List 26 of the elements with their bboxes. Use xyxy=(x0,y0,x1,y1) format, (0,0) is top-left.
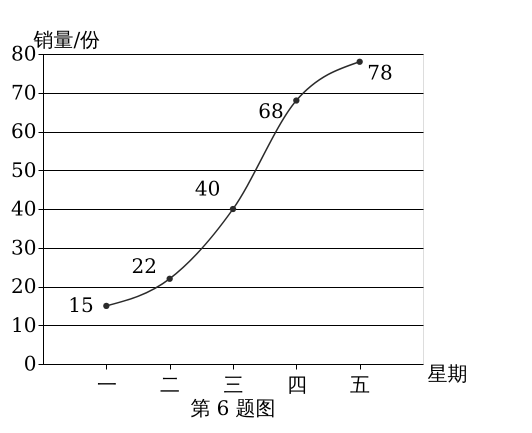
data-label: 78 xyxy=(367,60,393,84)
y-tick-label: 50 xyxy=(11,158,36,182)
data-label: 68 xyxy=(258,99,284,124)
y-tick-label: 80 xyxy=(11,42,36,66)
x-axis-title: 星期 xyxy=(428,362,468,386)
point xyxy=(230,206,236,212)
point xyxy=(166,276,173,282)
point xyxy=(103,302,110,310)
y-tick-label: 10 xyxy=(11,312,36,337)
y-tick-label: 70 xyxy=(11,80,36,104)
point xyxy=(356,58,363,65)
y-tick-label: 60 xyxy=(11,119,36,143)
y-tick-label: 40 xyxy=(11,196,36,220)
x-tick-label: 四 xyxy=(286,372,307,396)
y-tick-label: 20 xyxy=(11,274,36,298)
y-tick-label: 0 xyxy=(24,352,36,376)
y-tick-label: 30 xyxy=(11,235,36,260)
x-tick-label: 三 xyxy=(224,372,244,396)
data-label: 15 xyxy=(68,292,94,317)
x-tick-label: 二 xyxy=(160,372,180,396)
x-tick-label: 五 xyxy=(350,372,370,396)
data-label: 40 xyxy=(194,176,220,201)
point xyxy=(293,97,300,104)
text: 第 6 题图 xyxy=(190,396,276,420)
x-tick-label: 一 xyxy=(96,372,117,396)
data-label: 22 xyxy=(132,254,157,278)
